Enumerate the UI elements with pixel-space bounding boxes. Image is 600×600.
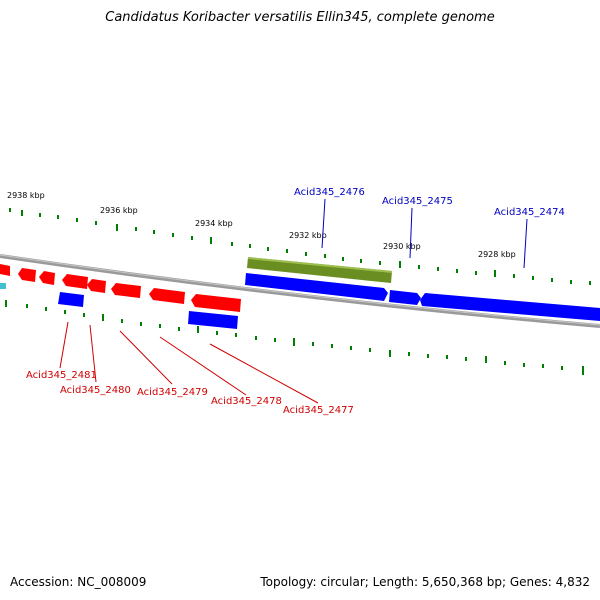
gene-reverse-7[interactable] bbox=[191, 294, 241, 312]
label-acid345-2481: Acid345_2481 bbox=[26, 370, 97, 381]
gene-acid345-2476-shade bbox=[248, 257, 392, 273]
gene-forward-large[interactable] bbox=[245, 273, 388, 301]
label-acid345-2478: Acid345_2478 bbox=[211, 396, 282, 407]
leader-acid345-2477 bbox=[209, 343, 319, 404]
gene-reverse-4[interactable] bbox=[87, 279, 106, 293]
gene-acid345-2474[interactable] bbox=[420, 293, 600, 321]
gene-reverse-2[interactable] bbox=[39, 271, 55, 285]
label-acid345-2475: Acid345_2475 bbox=[382, 196, 453, 207]
gene-forward-small-2[interactable] bbox=[188, 311, 238, 329]
gene-acid345-2476[interactable] bbox=[247, 257, 392, 283]
leader-acid345-2474 bbox=[523, 218, 528, 269]
leader-acid345-2478 bbox=[159, 336, 247, 396]
genome-title: Candidatus Koribacter versatilis Ellin34… bbox=[105, 10, 495, 25]
tick-label-2938: 2938 kbp bbox=[7, 191, 45, 200]
genome-summary-text: Topology: circular; Length: 5,650,368 bp… bbox=[260, 575, 590, 589]
label-acid345-2476: Acid345_2476 bbox=[294, 187, 365, 198]
leader-acid345-2475 bbox=[409, 207, 413, 259]
tick-label-2936: 2936 kbp bbox=[100, 206, 138, 215]
edge-marker bbox=[0, 283, 6, 289]
label-acid345-2474: Acid345_2474 bbox=[494, 207, 565, 218]
gene-reverse-edge[interactable] bbox=[0, 264, 10, 276]
label-acid345-2479: Acid345_2479 bbox=[137, 387, 208, 398]
gene-reverse-5[interactable] bbox=[111, 283, 141, 298]
gene-forward-small-1[interactable] bbox=[58, 292, 84, 307]
inner-tick-track bbox=[5, 300, 584, 375]
gene-reverse-6[interactable] bbox=[149, 288, 185, 304]
gene-reverse-3[interactable] bbox=[62, 274, 88, 289]
genome-backbone bbox=[0, 254, 600, 328]
leader-acid345-2480 bbox=[89, 324, 97, 383]
accession-text: Accession: NC_008009 bbox=[10, 575, 147, 589]
leader-acid345-2479 bbox=[119, 330, 173, 385]
label-acid345-2477: Acid345_2477 bbox=[283, 405, 354, 416]
gene-reverse-1[interactable] bbox=[18, 268, 36, 282]
leader-acid345-2476 bbox=[321, 198, 326, 249]
genome-backbone-highlight bbox=[0, 254, 600, 326]
tick-label-2932: 2932 kbp bbox=[289, 231, 327, 240]
gene-acid345-2475[interactable] bbox=[389, 290, 421, 305]
leader-acid345-2481 bbox=[59, 321, 69, 369]
tick-label-2928: 2928 kbp bbox=[478, 250, 516, 259]
reverse-strand-genes bbox=[0, 264, 241, 312]
outer-tick-track bbox=[9, 208, 591, 285]
tick-label-2930: 2930 kbp bbox=[383, 242, 421, 251]
tick-label-2934: 2934 kbp bbox=[195, 219, 233, 228]
label-acid345-2480: Acid345_2480 bbox=[60, 385, 131, 396]
